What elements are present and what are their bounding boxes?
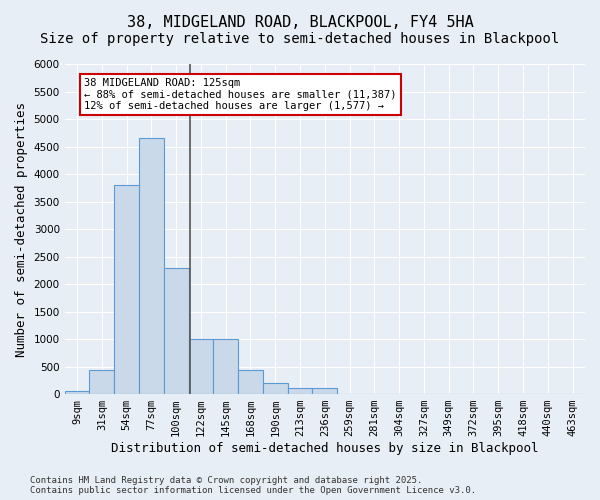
Bar: [287, 388, 313, 394]
Bar: [65, 392, 89, 394]
Bar: [114, 185, 139, 394]
Text: 38 MIDGELAND ROAD: 125sqm
← 88% of semi-detached houses are smaller (11,387)
12%: 38 MIDGELAND ROAD: 125sqm ← 88% of semi-…: [85, 78, 397, 111]
Text: Contains HM Land Registry data © Crown copyright and database right 2025.
Contai: Contains HM Land Registry data © Crown c…: [30, 476, 476, 495]
Bar: [188, 339, 214, 394]
Bar: [89, 370, 114, 394]
X-axis label: Distribution of semi-detached houses by size in Blackpool: Distribution of semi-detached houses by …: [111, 442, 539, 455]
Bar: [139, 138, 164, 394]
Text: 38, MIDGELAND ROAD, BLACKPOOL, FY4 5HA: 38, MIDGELAND ROAD, BLACKPOOL, FY4 5HA: [127, 15, 473, 30]
Bar: [238, 370, 263, 394]
Bar: [263, 383, 287, 394]
Text: Size of property relative to semi-detached houses in Blackpool: Size of property relative to semi-detach…: [40, 32, 560, 46]
Bar: [214, 339, 238, 394]
Y-axis label: Number of semi-detached properties: Number of semi-detached properties: [15, 102, 28, 356]
Bar: [164, 268, 188, 394]
Bar: [313, 388, 337, 394]
